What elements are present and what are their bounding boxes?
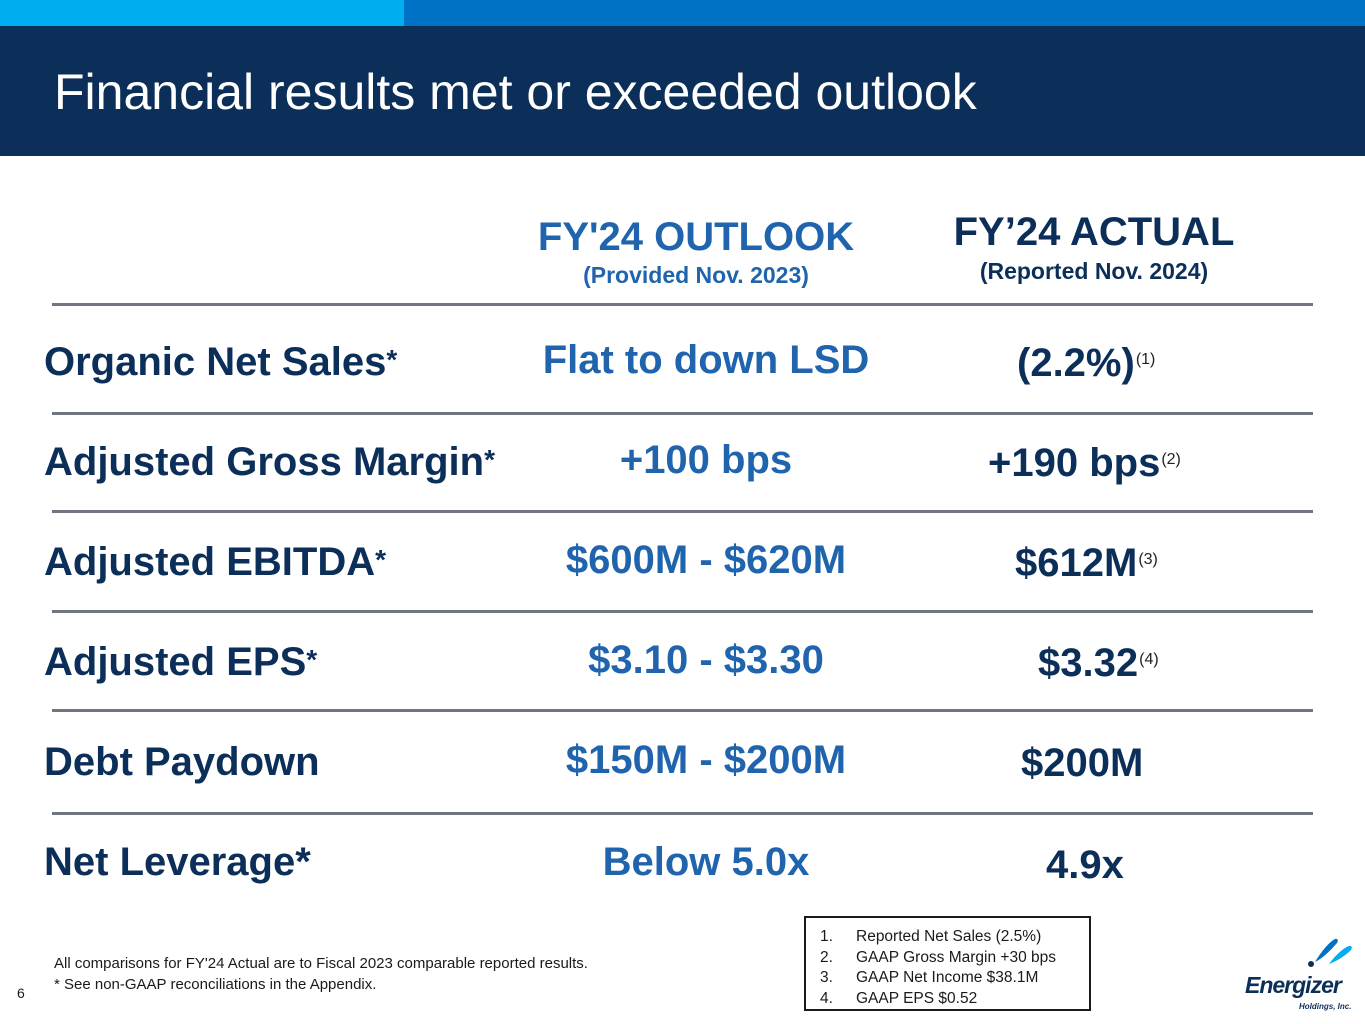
footnote-ref: (2) (1161, 451, 1181, 468)
table-divider (52, 303, 1313, 306)
footnote-item: 4. GAAP EPS $0.52 (820, 989, 978, 1007)
footnote-item: 2. GAAP Gross Margin +30 bps (820, 948, 1057, 966)
actual-value-debt-paydown: $200M (1021, 741, 1144, 785)
footer-note-line-1: All comparisons for FY'24 Actual are to … (54, 955, 588, 972)
actual-value-organic-net-sales: (2.2%)(1) (1017, 341, 1156, 385)
logo-subtext: Holdings, Inc. (1299, 1002, 1352, 1011)
actual-value-adjusted-ebitda: $612M(3) (1015, 541, 1158, 585)
footnote-item: 1. Reported Net Sales (2.5%) (820, 928, 1042, 945)
energizer-logo: Energizer Holdings, Inc. (1245, 934, 1357, 1016)
actual-column-header: FY’24 ACTUAL (Reported Nov. 2024) (916, 209, 1272, 285)
top-accent-bar (404, 0, 1365, 26)
footer-note-line-2: * See non-GAAP reconciliations in the Ap… (54, 976, 377, 993)
actual-value-adjusted-eps: $3.32(4) (1038, 641, 1159, 685)
row-label-organic-net-sales: Organic Net Sales* (44, 340, 398, 384)
row-label-net-leverage: Net Leverage* (44, 840, 311, 884)
outlook-value-debt-paydown: $150M - $200M (565, 738, 847, 782)
footnote-ref: (4) (1139, 651, 1159, 668)
outlook-value-adjusted-ebitda: $600M - $620M (565, 538, 847, 582)
actual-heading: FY’24 ACTUAL (953, 210, 1235, 254)
table-divider (52, 412, 1313, 415)
footnote-ref: (1) (1135, 351, 1156, 368)
outlook-heading: FY'24 OUTLOOK (537, 215, 855, 259)
outlook-value-organic-net-sales: Flat to down LSD (542, 338, 870, 382)
actual-value-adjusted-gross-margin: +190 bps(2) (988, 441, 1181, 485)
outlook-value-net-leverage: Below 5.0x (602, 840, 810, 884)
logo-wordmark: Energizer (1245, 972, 1342, 998)
footnote-ref: (3) (1138, 551, 1158, 568)
row-label-adjusted-gross-margin: Adjusted Gross Margin* (44, 440, 495, 484)
row-label-adjusted-ebitda: Adjusted EBITDA* (44, 540, 387, 584)
row-label-adjusted-eps: Adjusted EPS* (44, 640, 318, 684)
footnote-item: 3. GAAP Net Income $38.1M (820, 969, 1039, 986)
footer-note: All comparisons for FY'24 Actual are to … (54, 953, 588, 995)
table-divider (52, 709, 1313, 712)
logo-mark-icon (1308, 938, 1352, 967)
title-band (0, 26, 1365, 156)
table-divider (52, 610, 1313, 613)
table-divider (52, 510, 1313, 513)
page-number: 6 (17, 985, 25, 1001)
outlook-value-adjusted-eps: $3.10 - $3.30 (588, 638, 824, 682)
actual-subheading: (Reported Nov. 2024) (979, 258, 1209, 284)
actual-value-net-leverage: 4.9x (1046, 843, 1124, 887)
top-accent-bar-light (0, 0, 404, 26)
table-divider (52, 812, 1313, 815)
slide-title: Financial results met or exceeded outloo… (54, 64, 977, 120)
outlook-subheading: (Provided Nov. 2023) (583, 262, 809, 288)
row-label-debt-paydown: Debt Paydown (44, 740, 320, 784)
outlook-column-header: FY'24 OUTLOOK (Provided Nov. 2023) (506, 214, 886, 289)
outlook-value-adjusted-gross-margin: +100 bps (619, 438, 793, 482)
footnotes-box: 1. Reported Net Sales (2.5%) 2. GAAP Gross… (804, 916, 1091, 1011)
